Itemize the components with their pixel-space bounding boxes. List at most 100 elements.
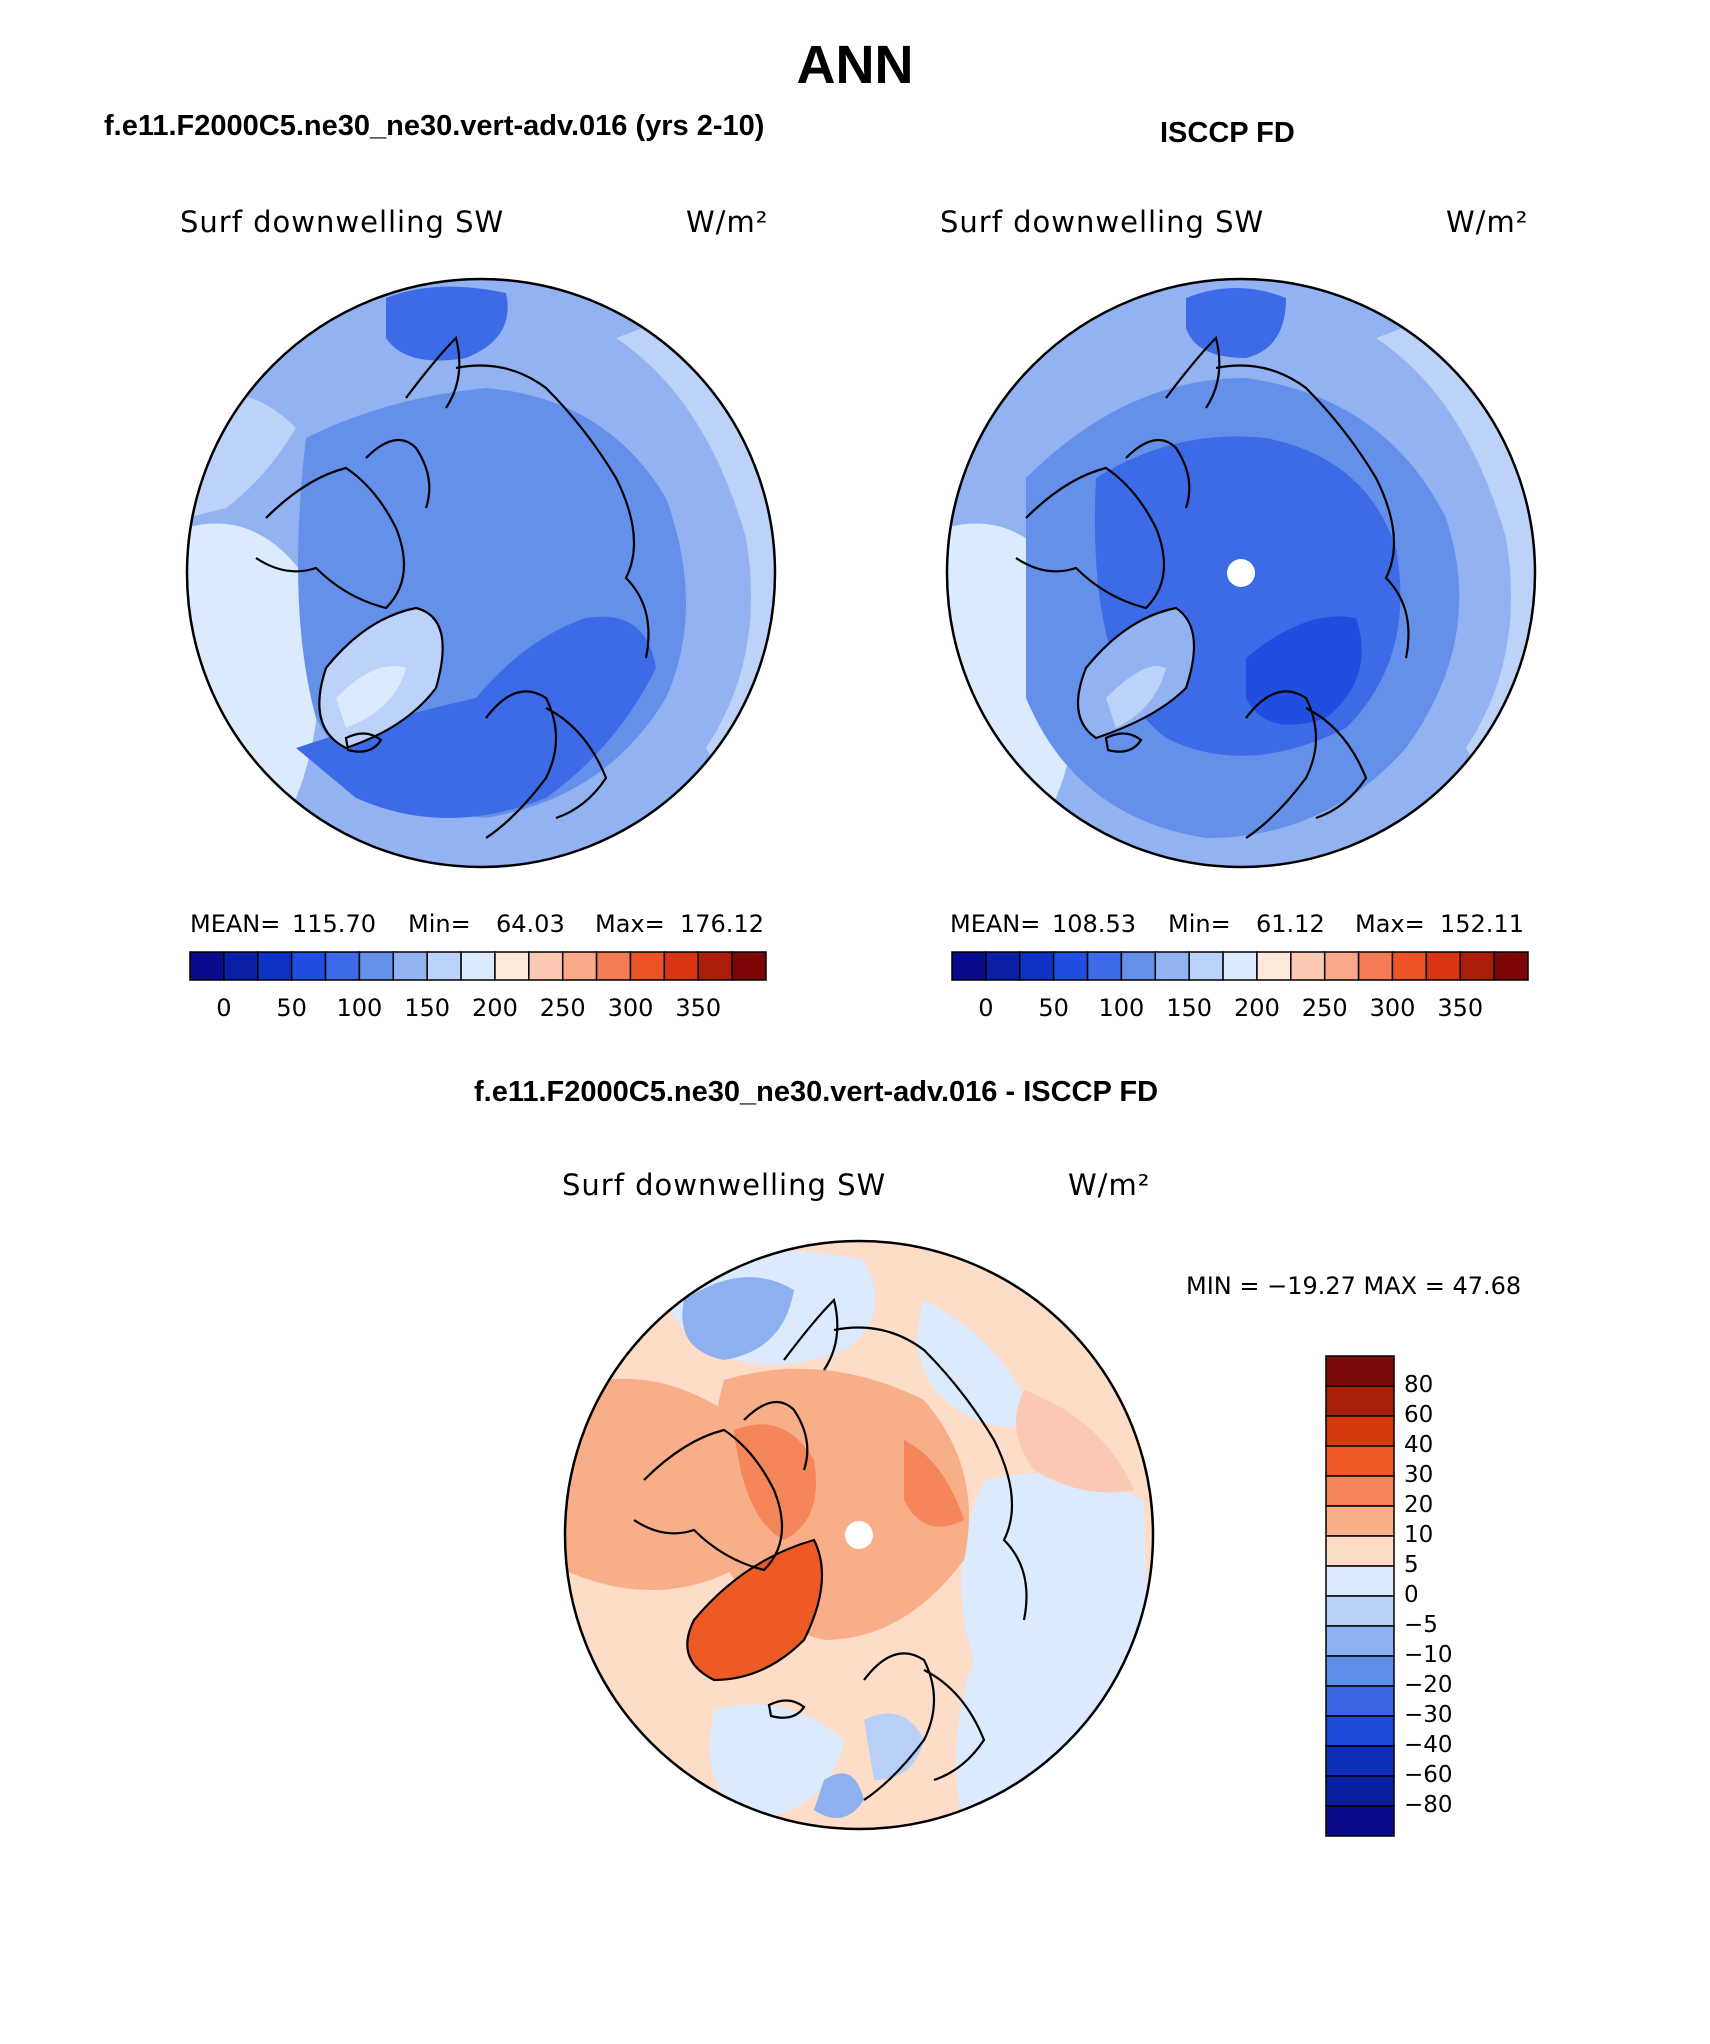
- panel-2-min-value: 61.12: [1256, 910, 1325, 938]
- colorbar-tick-label: −5: [1404, 1612, 1438, 1638]
- colorbar-swatch: [392, 951, 428, 981]
- coastline-iceland: [344, 732, 383, 753]
- colorbar-swatch: [1325, 1505, 1395, 1537]
- missing-data-pole: [1227, 559, 1255, 587]
- colorbar-swatch: [1325, 1475, 1395, 1507]
- colorbar-tick-label: 10: [1404, 1522, 1434, 1548]
- map-region-greenland-core: [1106, 666, 1166, 728]
- panel-2-colorbar: [951, 951, 1529, 981]
- colorbar-tick-label: −20: [1404, 1672, 1453, 1698]
- colorbar-tick-label: 20: [1404, 1492, 1434, 1518]
- colorbar-swatch: [1325, 1355, 1395, 1387]
- coastline-arctic-islands: [743, 1297, 839, 1471]
- colorbar-tick-label: 300: [1369, 994, 1416, 1022]
- map-region-pale-blue-lower-right: [956, 1473, 1153, 1829]
- diff-panel-title: f.e11.F2000C5.ne30_ne30.vert-adv.016 - I…: [474, 1076, 1159, 1108]
- diff-panel-variable: Surf downwelling SW: [562, 1168, 887, 1202]
- colorbar-tick-label: 5: [1404, 1552, 1419, 1578]
- colorbar-swatch: [1325, 1625, 1395, 1657]
- map-region-warm-canada: [734, 1424, 816, 1540]
- map-region-warm-greenland: [687, 1540, 822, 1680]
- colorbar-tick-label: −80: [1404, 1792, 1453, 1818]
- coastline-eurasia: [833, 1326, 1028, 1801]
- colorbar-tick-label: 0: [1404, 1582, 1419, 1608]
- colorbar-tick-label: 100: [1098, 994, 1145, 1022]
- panel-1-colorbar: [189, 951, 767, 981]
- colorbar-swatch: [1325, 1415, 1395, 1447]
- map-region-blue-scandinavia: [864, 1713, 924, 1780]
- colorbar-swatch: [1086, 951, 1123, 981]
- colorbar-swatch: [1325, 1565, 1395, 1597]
- colorbar-tick-label: 100: [336, 994, 383, 1022]
- colorbar-tick-label: −10: [1404, 1642, 1453, 1668]
- panel-1-min-label: Min=: [408, 910, 471, 938]
- colorbar-tick-label: −60: [1404, 1762, 1453, 1788]
- colorbar-swatch: [1154, 951, 1190, 981]
- colorbar-swatch: [1425, 951, 1461, 981]
- colorbar-swatch: [494, 951, 530, 981]
- colorbar-swatch: [1357, 951, 1394, 981]
- panel-2-mean-label: MEAN=: [950, 910, 1041, 938]
- colorbar-tick-label: 0: [216, 994, 232, 1022]
- colorbar-swatch: [697, 951, 733, 981]
- colorbar-tick-label: 40: [1404, 1432, 1434, 1458]
- map-region-darker: [296, 616, 656, 818]
- colorbar-swatch: [290, 951, 327, 981]
- colorbar-swatch: [324, 951, 361, 981]
- map-region-blue-uk: [814, 1773, 864, 1818]
- colorbar-tick-label: 200: [472, 994, 518, 1022]
- map-region-greenland: [1078, 608, 1194, 738]
- panel-2-units: W/m²: [1446, 205, 1529, 239]
- coastline-north-america: [1015, 466, 1166, 610]
- colorbar-swatch: [460, 951, 496, 981]
- map-region-greenland-core: [336, 666, 406, 728]
- colorbar-tick-label: 250: [1301, 994, 1348, 1022]
- coastline-greenland: [686, 1538, 824, 1682]
- colorbar-swatch: [1256, 951, 1292, 981]
- colorbar-swatch: [1325, 1595, 1395, 1627]
- panel-1-max-label: Max=: [595, 910, 665, 938]
- colorbar-tick-label: 50: [1038, 994, 1069, 1022]
- colorbar-swatch: [1120, 951, 1157, 981]
- panel-1-max-value: 176.12: [680, 910, 764, 938]
- missing-data-pole: [845, 1521, 873, 1549]
- panel-2-max-label: Max=: [1355, 910, 1425, 938]
- colorbar-swatch: [1325, 1655, 1395, 1687]
- colorbar-swatch: [1459, 951, 1495, 981]
- colorbar-swatch: [663, 951, 699, 981]
- diff-panel-polar-map: [563, 1239, 1155, 1831]
- figure-title: ANN: [796, 35, 914, 95]
- panel-1-variable: Surf downwelling SW: [180, 205, 505, 239]
- panel-2-polar-map: [945, 277, 1537, 869]
- colorbar-swatch: [1325, 1535, 1395, 1567]
- panel-2-variable: Surf downwelling SW: [940, 205, 1265, 239]
- panel-2-max-value: 152.11: [1440, 910, 1524, 938]
- panel-1-mean-label: MEAN=: [190, 910, 281, 938]
- colorbar-tick-label: 30: [1404, 1462, 1434, 1488]
- colorbar-swatch: [561, 951, 598, 981]
- coastline-greenland: [318, 606, 444, 750]
- diff-panel-units: W/m²: [1068, 1168, 1151, 1202]
- colorbar-swatch: [189, 951, 225, 981]
- colorbar-swatch: [528, 951, 564, 981]
- colorbar-swatch: [1052, 951, 1089, 981]
- colorbar-swatch: [1325, 1445, 1395, 1477]
- panel-1-mean-value: 115.70: [292, 910, 376, 938]
- coastline-arctic-islands: [365, 335, 461, 509]
- colorbar-tick-label: 150: [404, 994, 451, 1022]
- panel-2-title: ISCCP FD: [1160, 117, 1295, 149]
- diff-panel-minmax: MIN = −19.27 MAX = 47.68: [1186, 1272, 1522, 1300]
- coastline-north-america: [255, 466, 406, 610]
- colorbar-swatch: [1323, 951, 1360, 981]
- map-region-peach-right: [1016, 1390, 1134, 1493]
- coastline-iceland: [767, 1699, 806, 1719]
- colorbar-swatch: [223, 951, 259, 981]
- colorbar-swatch: [1325, 1775, 1395, 1807]
- colorbar-tick-label: 80: [1404, 1372, 1434, 1398]
- colorbar-swatch: [1019, 951, 1055, 981]
- colorbar-tick-label: 250: [539, 994, 586, 1022]
- map-region-blue-top-left: [682, 1277, 794, 1360]
- map-region-top-blob: [386, 286, 508, 361]
- diff-colorbar: [1325, 1355, 1395, 1837]
- coastline-greenland: [1076, 606, 1196, 740]
